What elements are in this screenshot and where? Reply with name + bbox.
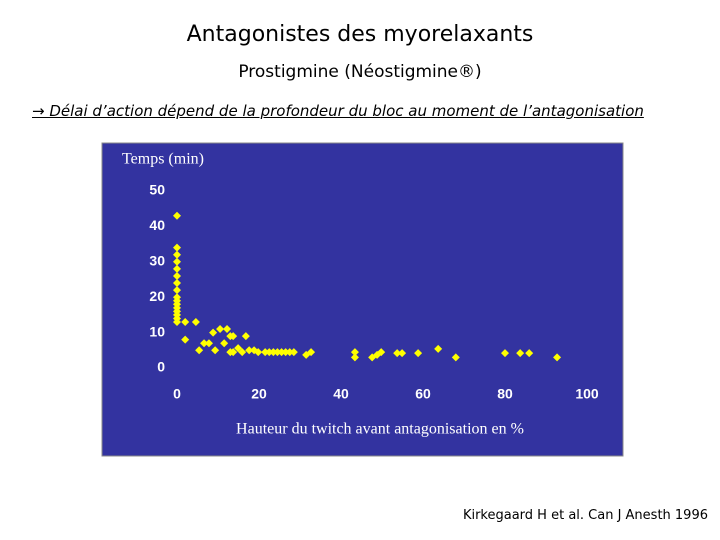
point <box>200 339 209 348</box>
x-tick-label: 40 <box>333 386 349 402</box>
point <box>223 325 232 334</box>
point <box>238 348 247 357</box>
point <box>277 348 286 357</box>
x-tick-label: 0 <box>173 386 181 402</box>
point <box>307 348 316 357</box>
point <box>241 332 250 341</box>
point <box>434 344 443 353</box>
point <box>501 349 509 358</box>
point <box>220 339 229 348</box>
plot-background <box>101 142 624 457</box>
point <box>254 348 263 357</box>
x-tick-label: 100 <box>575 386 599 402</box>
point <box>173 250 181 259</box>
point <box>191 317 200 326</box>
y-tick-label: 30 <box>149 253 165 269</box>
point <box>273 348 282 357</box>
x-tick-label: 60 <box>415 386 431 402</box>
y-tick-label: 20 <box>149 288 165 304</box>
x-tick-label: 80 <box>497 386 513 402</box>
point <box>281 348 290 357</box>
point <box>173 243 181 252</box>
point <box>269 348 278 357</box>
point <box>173 257 181 266</box>
bullet: → Délai d’action dépend de la profondeur… <box>32 102 644 120</box>
point <box>181 335 190 344</box>
point <box>181 317 190 326</box>
point <box>209 328 218 337</box>
point <box>377 348 386 357</box>
point <box>204 339 213 348</box>
point <box>216 325 225 334</box>
x-tick-label: 20 <box>251 386 267 402</box>
point <box>173 271 181 280</box>
point <box>173 317 181 326</box>
point <box>173 211 181 220</box>
point <box>350 348 359 357</box>
point <box>289 348 298 357</box>
citation: Kirkegaard H et al. Can J Anesth 1996 <box>462 508 708 523</box>
slide-subtitle: Prostigmine (Néostigmine®) <box>238 62 482 82</box>
point <box>211 346 220 355</box>
point <box>245 346 254 355</box>
point <box>553 353 562 362</box>
point <box>350 353 359 362</box>
point <box>173 264 181 273</box>
point <box>173 286 181 295</box>
point <box>451 353 460 362</box>
point <box>229 348 238 357</box>
y-axis-label: Temps (min) <box>122 151 204 168</box>
x-axis-label: Hauteur du twitch avant antagonisation e… <box>236 421 524 438</box>
point <box>285 348 294 357</box>
point <box>265 348 274 357</box>
point <box>393 349 402 358</box>
point <box>414 349 423 358</box>
point <box>525 349 534 358</box>
y-tick-label: 0 <box>157 359 165 375</box>
y-tick-label: 50 <box>149 182 165 198</box>
point <box>173 279 181 288</box>
y-tick-label: 40 <box>149 217 165 233</box>
point <box>261 348 270 357</box>
point <box>516 349 525 358</box>
point <box>195 346 204 355</box>
y-tick-label: 10 <box>149 323 165 339</box>
point <box>229 332 238 341</box>
point <box>398 349 407 358</box>
slide-title: Antagonistes des myorelaxants <box>186 22 534 47</box>
